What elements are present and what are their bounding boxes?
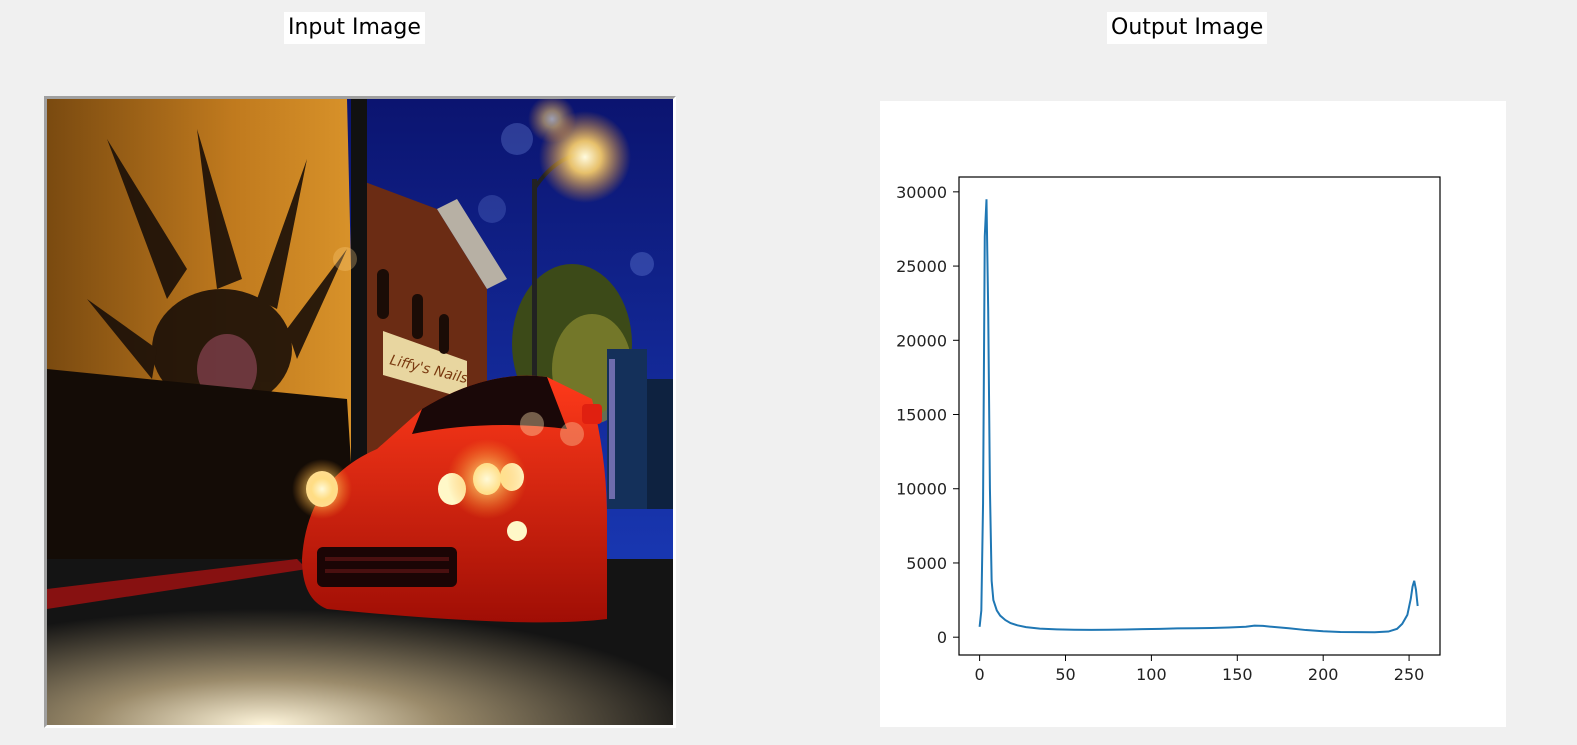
x-tick-label: 150	[1222, 665, 1253, 684]
input-image-panel: Liffy's Nails	[44, 96, 676, 728]
x-tick-label: 250	[1394, 665, 1425, 684]
plot-area	[958, 176, 1441, 656]
output-image-caption: Output Image	[1107, 12, 1268, 44]
histogram-chart: 0 50 100 150 200 250 0 5000 10000 15000 20000 2500…	[896, 176, 1441, 684]
y-axis: 0 5000 10000 15000 20000 25000 30000	[896, 183, 959, 647]
x-tick-label: 50	[1055, 665, 1075, 684]
y-tick-label: 0	[937, 628, 947, 647]
x-tick-label: 200	[1308, 665, 1339, 684]
y-tick-label: 25000	[896, 257, 947, 276]
y-tick-label: 5000	[906, 554, 947, 573]
x-axis: 0 50 100 150 200 250	[975, 655, 1425, 684]
y-tick-label: 15000	[896, 406, 947, 425]
x-tick-label: 100	[1136, 665, 1167, 684]
x-tick-label: 0	[975, 665, 985, 684]
y-tick-label: 10000	[896, 480, 947, 499]
output-image-panel: 0 50 100 150 200 250 0 5000 10000 15000 20000 2500…	[880, 101, 1506, 727]
y-tick-label: 20000	[896, 331, 947, 350]
input-image-caption: Input Image	[284, 12, 425, 44]
histogram-line	[978, 199, 1419, 634]
input-photo: Liffy's Nails	[47, 99, 673, 725]
y-tick-label: 30000	[896, 183, 947, 202]
